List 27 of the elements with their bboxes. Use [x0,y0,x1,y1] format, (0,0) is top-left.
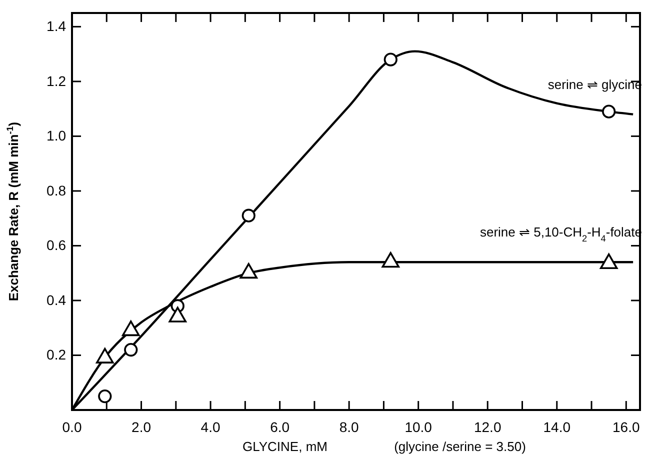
point [384,52,398,66]
x-tick-label: 4.0 [200,418,220,435]
x-tick-label: 14.0 [543,418,571,435]
y-tick-label: 0.4 [46,292,66,308]
point [96,348,114,364]
x-tick-label: 2.0 [132,418,152,435]
y-tick-label: 1.2 [46,72,66,89]
point [382,252,400,268]
x-tick-label: 16.0 [612,418,640,435]
point [602,104,616,118]
point [122,320,140,336]
point [242,208,256,222]
point [168,306,187,322]
y-tick-label: 0.8 [46,182,66,198]
x-axis-title: GLYCINE, mM [242,439,328,454]
x-tick-label: 8.0 [339,418,360,435]
point [240,263,258,279]
y-tick-label: 1.4 [46,18,66,34]
x-tick-label: 6.0 [270,418,290,435]
y-tick-label: 1.0 [46,128,66,144]
text: (glycine /serine = 3.50) [394,439,526,454]
point [600,253,618,270]
y-tick-label: 0.2 [46,346,66,363]
x-tick-label: 12.0 [474,418,502,435]
x-tick-label: 10.0 [404,418,432,435]
x-tick-label: 0.0 [62,418,82,435]
y-tick-label: 0.6 [46,237,66,254]
